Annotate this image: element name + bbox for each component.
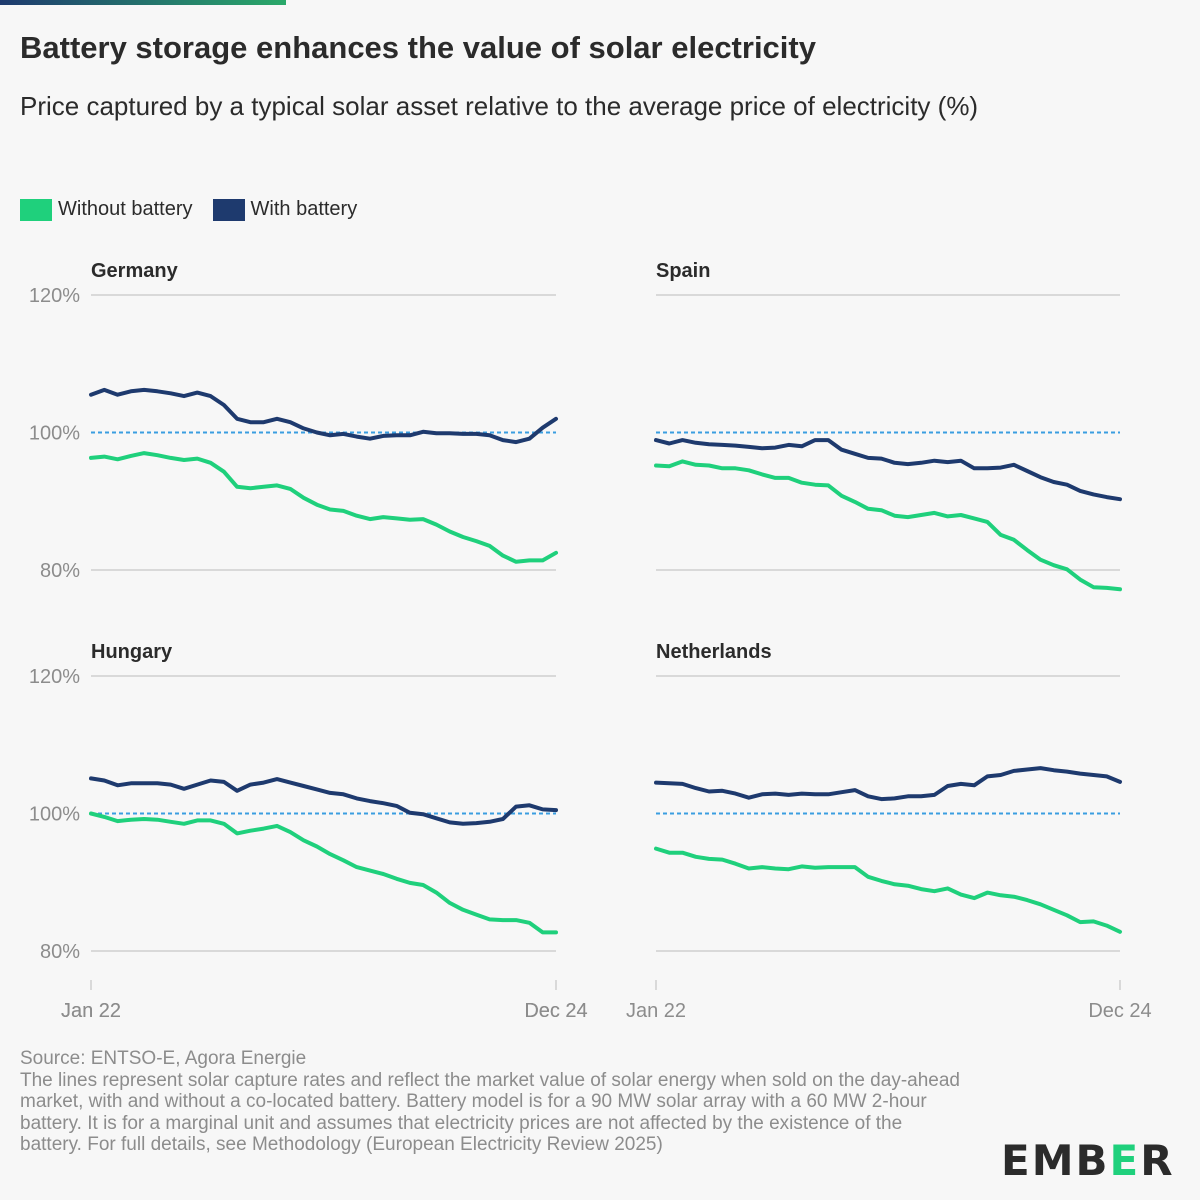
panel-title: Germany <box>91 260 179 282</box>
brand-accent-bar <box>0 0 286 5</box>
legend-swatch-with-battery <box>212 198 245 221</box>
chart-title: Battery storage enhances the value of so… <box>20 30 816 65</box>
methodology-note: The lines represent solar capture rates … <box>20 1069 960 1156</box>
series-line-with-battery <box>89 387 558 445</box>
legend: Without battery With battery <box>20 198 357 221</box>
x-tick-label: Dec 24 <box>524 1000 587 1022</box>
panel-title: Netherlands <box>656 641 772 663</box>
series-line-without-battery <box>654 846 1122 934</box>
chart-subtitle: Price captured by a typical solar asset … <box>20 91 979 121</box>
legend-item-without-battery: Without battery <box>20 198 193 221</box>
series-line-with-battery <box>89 776 558 826</box>
series-line-with-battery <box>654 766 1122 802</box>
y-tick-label: 120% <box>29 666 80 688</box>
x-tick-label: Dec 24 <box>524 1000 587 1022</box>
x-tick-label: Jan 22 <box>626 1000 686 1022</box>
x-tick-label: Jan 22 <box>61 1000 121 1022</box>
legend-label: With battery <box>250 198 358 220</box>
legend-item-with-battery: With battery <box>212 198 358 221</box>
footer: Source: ENTSO-E, Agora Energie The lines… <box>20 1048 960 1156</box>
x-tick-label: Jan 22 <box>61 1000 121 1022</box>
panel-title: Spain <box>656 260 710 282</box>
y-tick-label: 120% <box>29 285 80 307</box>
series-line-without-battery <box>89 811 558 935</box>
y-tick-label: 100% <box>29 804 80 826</box>
ember-logo: EMBER <box>1001 1136 1175 1185</box>
series-line-with-battery <box>654 438 1122 502</box>
y-tick-label: 100% <box>29 423 80 445</box>
y-tick-label: 80% <box>40 560 80 582</box>
y-tick-label: 80% <box>40 941 80 963</box>
legend-label: Without battery <box>58 198 193 220</box>
series-line-without-battery <box>89 451 558 564</box>
x-tick-label: Dec 24 <box>1088 1000 1151 1022</box>
panel-title: Hungary <box>91 641 173 663</box>
series-line-without-battery <box>654 459 1122 592</box>
source-text: Source: ENTSO-E, Agora Energie <box>20 1048 307 1069</box>
legend-swatch-without-battery <box>20 198 52 221</box>
